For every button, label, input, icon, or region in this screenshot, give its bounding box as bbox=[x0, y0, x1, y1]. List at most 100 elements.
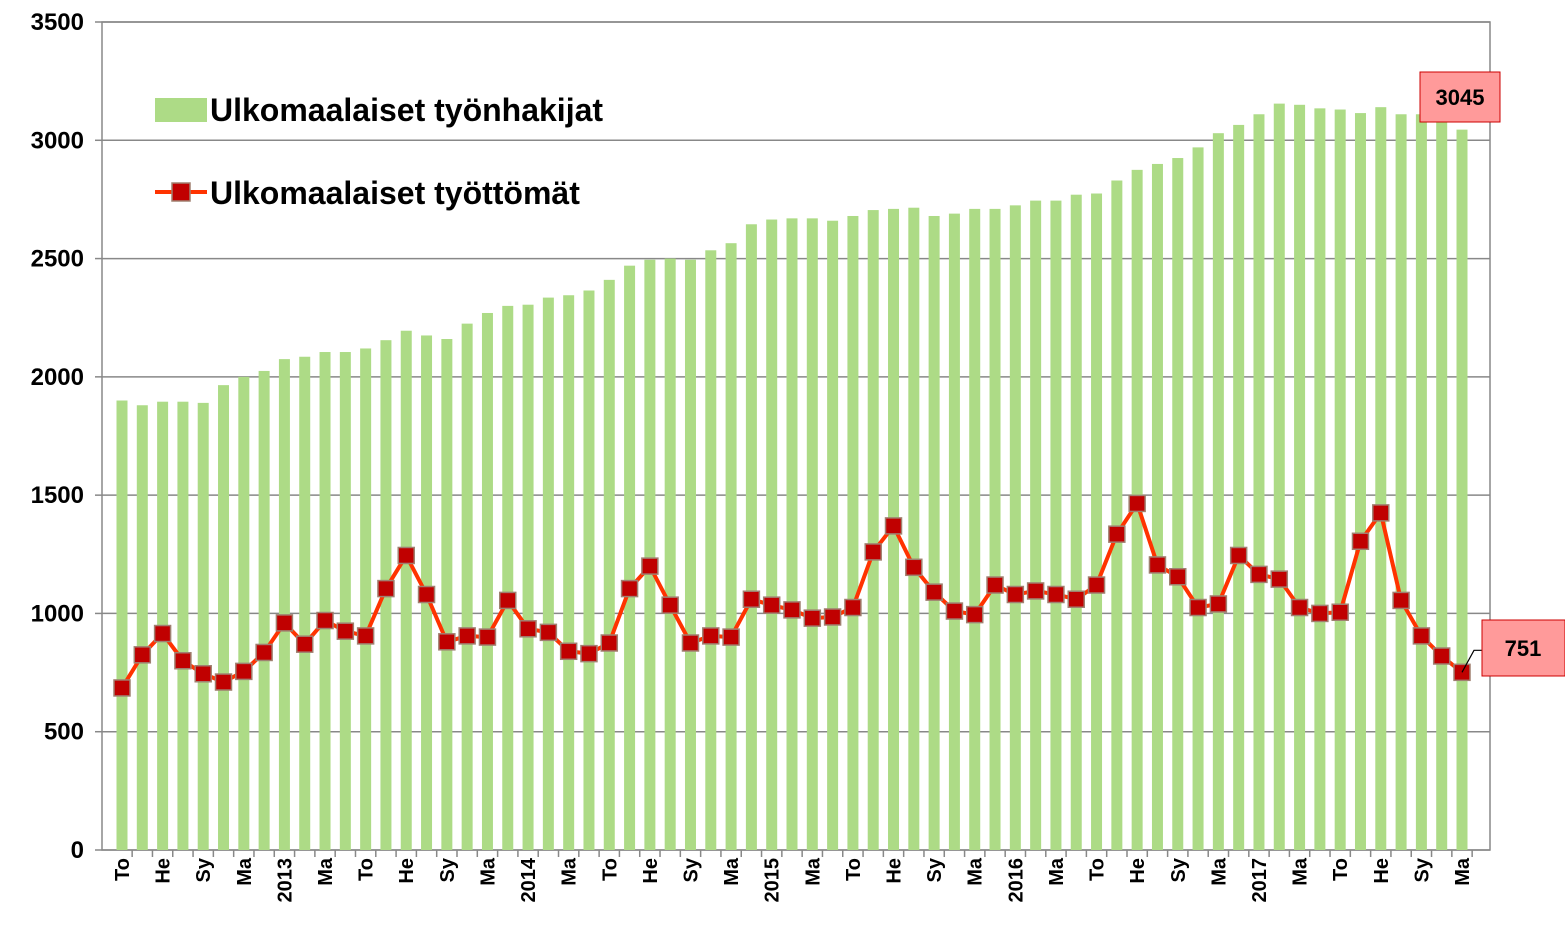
bar bbox=[624, 265, 636, 850]
bar bbox=[563, 295, 575, 850]
marker bbox=[295, 635, 314, 653]
legend-label: Ulkomaalaiset työttömät bbox=[210, 175, 580, 211]
marker bbox=[1229, 546, 1248, 565]
bar bbox=[238, 376, 250, 850]
marker bbox=[1067, 590, 1085, 608]
x-tick-label: Ma bbox=[477, 857, 499, 886]
bar bbox=[786, 218, 798, 851]
marker bbox=[783, 601, 801, 619]
bar bbox=[745, 224, 757, 851]
marker bbox=[1169, 568, 1187, 586]
bar bbox=[461, 323, 473, 851]
marker bbox=[255, 643, 273, 662]
bar bbox=[705, 250, 717, 850]
bar bbox=[218, 385, 230, 850]
bar bbox=[481, 312, 493, 850]
marker bbox=[864, 543, 882, 561]
bar bbox=[400, 330, 412, 850]
bar bbox=[1091, 193, 1103, 850]
marker bbox=[600, 634, 619, 652]
x-tick-label: He bbox=[1127, 858, 1149, 884]
marker bbox=[539, 623, 558, 642]
marker bbox=[681, 634, 700, 652]
bar bbox=[299, 356, 311, 850]
x-tick-label: Ma bbox=[559, 857, 581, 886]
marker bbox=[580, 644, 598, 663]
bar bbox=[1294, 104, 1306, 851]
marker bbox=[417, 585, 436, 604]
bar bbox=[603, 279, 615, 850]
x-tick-label: To bbox=[356, 858, 378, 881]
bar bbox=[319, 352, 331, 850]
bar bbox=[867, 210, 879, 850]
marker bbox=[661, 596, 679, 614]
marker bbox=[905, 558, 923, 577]
marker bbox=[965, 605, 984, 624]
marker bbox=[884, 517, 903, 535]
marker bbox=[945, 602, 964, 620]
x-tick-label: He bbox=[1371, 858, 1393, 884]
x-tick-label: Ma bbox=[234, 857, 256, 886]
bar bbox=[969, 208, 981, 851]
bar bbox=[1375, 107, 1387, 850]
bar bbox=[1314, 108, 1326, 850]
x-tick-label: 2014 bbox=[518, 857, 540, 902]
marker bbox=[1270, 570, 1289, 588]
bar bbox=[644, 259, 656, 850]
legend-label: Ulkomaalaiset työnhakijat bbox=[210, 92, 603, 128]
callout-box bbox=[1419, 71, 1501, 123]
bar bbox=[725, 243, 737, 851]
marker bbox=[1148, 556, 1167, 574]
y-tick-label: 3500 bbox=[31, 9, 84, 36]
marker bbox=[458, 627, 476, 645]
x-tick-label: To bbox=[843, 858, 865, 881]
legend-swatch bbox=[155, 98, 207, 122]
x-tick-label: Sy bbox=[437, 857, 459, 882]
marker bbox=[1311, 604, 1329, 623]
x-tick-label: Sy bbox=[924, 857, 946, 882]
bar bbox=[1456, 129, 1468, 850]
bar bbox=[583, 290, 595, 851]
bar bbox=[1070, 194, 1082, 850]
marker bbox=[356, 627, 375, 645]
marker bbox=[925, 583, 943, 601]
x-tick-label: 2016 bbox=[1005, 858, 1027, 903]
marker bbox=[1290, 598, 1309, 617]
x-tick-label: Ma bbox=[1046, 857, 1068, 886]
bar bbox=[684, 259, 696, 850]
y-tick-label: 2000 bbox=[31, 364, 84, 391]
marker bbox=[478, 628, 497, 646]
bar bbox=[1172, 158, 1184, 850]
x-tick-label: He bbox=[396, 858, 418, 884]
bar bbox=[664, 258, 676, 851]
marker bbox=[1250, 565, 1268, 584]
bar bbox=[360, 348, 372, 850]
x-tick-label: 2013 bbox=[274, 858, 296, 903]
bar bbox=[847, 215, 859, 850]
marker bbox=[742, 590, 761, 608]
bar bbox=[1192, 147, 1204, 850]
x-tick-label: To bbox=[1330, 858, 1352, 881]
x-tick-label: Ma bbox=[802, 857, 824, 886]
bar bbox=[948, 213, 960, 850]
y-tick-label: 500 bbox=[44, 719, 84, 746]
x-tick-label: To bbox=[112, 858, 134, 881]
bar bbox=[1030, 200, 1042, 850]
marker bbox=[214, 673, 233, 691]
bar bbox=[827, 220, 839, 851]
marker bbox=[641, 557, 659, 575]
bar bbox=[1354, 113, 1366, 850]
x-tick-label: He bbox=[884, 858, 906, 884]
bar bbox=[197, 402, 209, 850]
x-tick-label: Ma bbox=[1290, 857, 1312, 886]
marker bbox=[1006, 585, 1025, 604]
bar bbox=[339, 352, 351, 850]
marker bbox=[1047, 585, 1065, 604]
marker bbox=[1189, 598, 1207, 617]
x-tick-label: Sy bbox=[1168, 857, 1190, 882]
y-tick-label: 1500 bbox=[31, 482, 84, 509]
callout-label: 751 bbox=[1505, 636, 1542, 661]
marker bbox=[133, 646, 152, 664]
bar bbox=[1253, 114, 1265, 850]
